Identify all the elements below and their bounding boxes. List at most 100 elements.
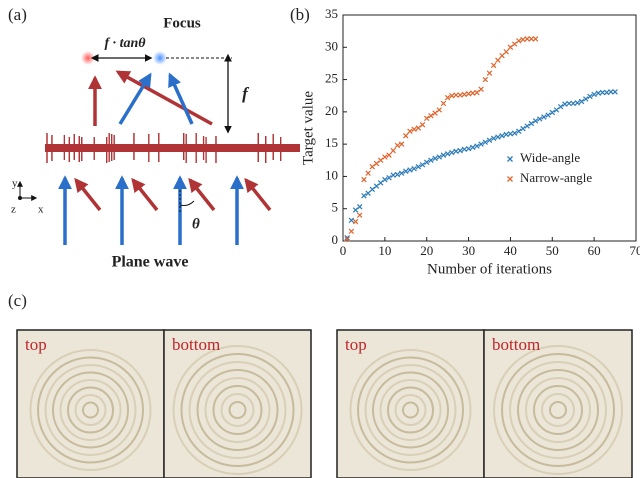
ring xyxy=(349,349,472,471)
point xyxy=(545,112,551,118)
ring xyxy=(52,371,129,449)
point xyxy=(357,204,363,210)
point xyxy=(423,159,430,165)
point xyxy=(457,92,463,98)
point xyxy=(411,126,417,133)
ring xyxy=(372,371,449,449)
y-axis-label: Target value xyxy=(300,91,316,165)
ring xyxy=(220,393,255,427)
ring xyxy=(525,377,591,443)
point xyxy=(507,44,514,51)
blue-focus xyxy=(153,51,167,65)
point xyxy=(428,157,434,164)
point xyxy=(503,131,509,138)
point xyxy=(532,36,539,42)
point xyxy=(398,141,405,147)
point xyxy=(482,76,489,83)
point xyxy=(599,89,606,96)
ring xyxy=(387,386,434,434)
legend-label: Narrow-angle xyxy=(520,170,592,185)
point xyxy=(449,92,455,99)
point xyxy=(348,217,355,224)
arrow xyxy=(188,177,216,212)
panel-label: (c) xyxy=(8,291,27,310)
ring xyxy=(74,394,107,426)
point xyxy=(453,148,459,154)
ring xyxy=(82,401,99,419)
point xyxy=(398,170,405,176)
point xyxy=(465,145,472,152)
ring xyxy=(364,364,457,456)
point xyxy=(612,89,618,95)
point xyxy=(411,165,417,172)
ring xyxy=(533,385,583,435)
x-tick-label: 50 xyxy=(546,243,559,258)
point xyxy=(470,144,476,151)
red-focus xyxy=(81,51,95,65)
point xyxy=(415,125,422,131)
arrows xyxy=(58,70,272,245)
photos: top bottom top bottom xyxy=(16,329,633,478)
ring xyxy=(379,379,442,441)
ring xyxy=(493,345,623,475)
arrow xyxy=(115,70,213,126)
point xyxy=(478,86,484,92)
point xyxy=(457,147,463,154)
point xyxy=(440,152,447,158)
point xyxy=(390,172,396,178)
ring xyxy=(196,369,279,451)
point xyxy=(474,143,480,149)
point xyxy=(365,190,371,196)
point xyxy=(407,128,413,134)
point xyxy=(516,38,522,44)
point xyxy=(403,168,409,174)
panel-label: (b) xyxy=(290,5,310,24)
point xyxy=(386,152,392,158)
point xyxy=(373,183,380,189)
point xyxy=(583,96,589,102)
photo-label: bottom xyxy=(172,335,220,354)
ring xyxy=(180,353,295,467)
point xyxy=(390,147,396,154)
ring xyxy=(357,356,464,464)
point xyxy=(495,134,501,140)
y-tick-label: 5 xyxy=(332,200,339,215)
arrow xyxy=(244,177,272,212)
point xyxy=(344,236,350,242)
y-tick-label: 30 xyxy=(325,38,338,53)
point xyxy=(394,142,401,149)
y-tick-label: 35 xyxy=(325,6,338,21)
point xyxy=(574,100,581,106)
point xyxy=(419,122,426,128)
point xyxy=(369,186,376,193)
point xyxy=(474,89,480,96)
ring xyxy=(501,353,615,467)
point xyxy=(499,133,505,139)
point xyxy=(428,113,434,119)
point xyxy=(524,123,530,129)
point xyxy=(348,228,355,235)
ring xyxy=(37,356,144,464)
point xyxy=(553,107,560,113)
ring xyxy=(541,393,575,427)
photo-label: bottom xyxy=(492,335,540,354)
point xyxy=(520,125,526,132)
lens-ticks xyxy=(46,133,282,163)
ring xyxy=(509,361,607,459)
axis-z xyxy=(18,196,22,200)
diagram: (a) Focus f · tanθ f θ Plane wave xyxy=(8,5,300,271)
point xyxy=(503,49,509,55)
metalens xyxy=(45,144,300,152)
ring xyxy=(212,385,263,435)
point xyxy=(357,212,363,218)
arrow xyxy=(74,177,102,212)
ring xyxy=(402,401,419,419)
point xyxy=(482,139,489,145)
axis-label: y xyxy=(12,178,18,190)
x-axis-label: Number of iterations xyxy=(427,261,552,277)
point xyxy=(419,162,426,168)
photo xyxy=(16,329,165,478)
point xyxy=(516,128,522,134)
x-tick-label: 40 xyxy=(504,243,517,258)
